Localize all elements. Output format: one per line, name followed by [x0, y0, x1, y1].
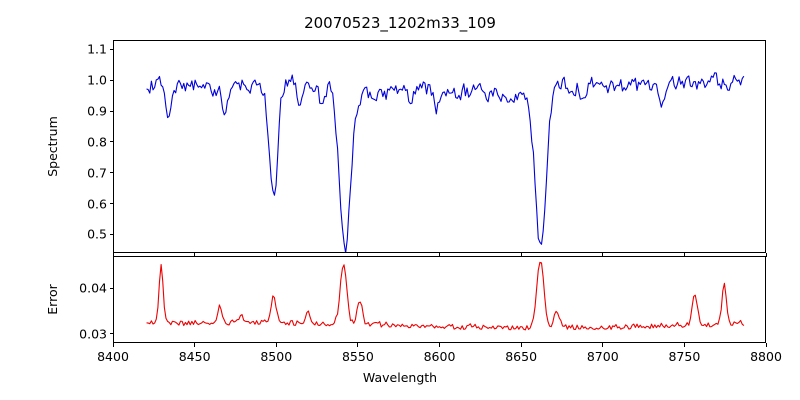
spectrum-ytick-label: 0.6 [87, 196, 107, 212]
error-ytick-mark [109, 333, 113, 335]
error-xtick-mark [765, 343, 767, 347]
error-panel [113, 256, 766, 343]
spectrum-ytick-label: 0.9 [87, 103, 107, 119]
xtick-label: 8500 [260, 349, 293, 364]
error-ytick-label: 0.04 [79, 280, 107, 296]
page-title: 20070523_1202m33_109 [304, 14, 496, 32]
spectrum-ytick-mark [109, 203, 113, 205]
spectrum-ytick-mark [109, 172, 113, 174]
xtick-label: 8700 [586, 349, 619, 364]
spectrum-xtick-mark [194, 253, 196, 257]
error-xtick-mark [357, 343, 359, 347]
xtick-label: 8550 [341, 349, 374, 364]
spectrum-ytick-mark [109, 48, 113, 50]
spectrum-xtick-mark [520, 253, 522, 257]
error-xtick-mark [275, 343, 277, 347]
xtick-label: 8800 [750, 349, 782, 364]
error-axis-label: Error [44, 283, 60, 315]
spectrum-xtick-mark [275, 253, 277, 257]
xtick-label: 8750 [668, 349, 701, 364]
error-xtick-mark [112, 343, 114, 347]
spectrum-panel [113, 40, 766, 253]
spectrum-ytick-mark [109, 141, 113, 143]
spectrum-xtick-mark [602, 253, 604, 257]
spectrum-xtick-mark [439, 253, 441, 257]
error-xtick-mark [683, 343, 685, 347]
spectrum-xtick-mark [357, 253, 359, 257]
error-xtick-mark [602, 343, 604, 347]
spectrum-ytick-label: 1.1 [87, 41, 107, 57]
spectrum-ytick-label: 1.0 [87, 72, 107, 88]
xtick-label: 8450 [178, 349, 211, 364]
spectrum-ytick-label: 0.7 [87, 165, 107, 181]
spectrum-ytick-mark [109, 233, 113, 236]
spectrum-xtick-mark [112, 253, 114, 257]
xtick-label: 8400 [97, 349, 129, 364]
error-xtick-mark [439, 343, 441, 347]
error-ytick-mark [109, 287, 113, 289]
xtick-label: 8650 [505, 349, 538, 364]
error-ytick-label: 0.03 [79, 326, 107, 342]
spectrum-ytick-label: 0.5 [87, 226, 107, 242]
spectrum-xtick-mark [683, 253, 685, 257]
error-xtick-mark [194, 343, 196, 347]
x-axis-label: Wavelength [362, 370, 438, 385]
spectrum-axis-label: Spectrum [44, 115, 60, 177]
spectrum-ytick-label: 0.8 [87, 134, 107, 150]
error-trace [114, 257, 765, 342]
spectrum-trace [114, 41, 765, 252]
error-xtick-mark [520, 343, 522, 347]
spectrum-ytick-mark [109, 79, 113, 81]
spectrum-ytick-mark [109, 110, 113, 112]
spectrum-xtick-mark [765, 253, 767, 257]
xtick-label: 8600 [423, 349, 456, 364]
